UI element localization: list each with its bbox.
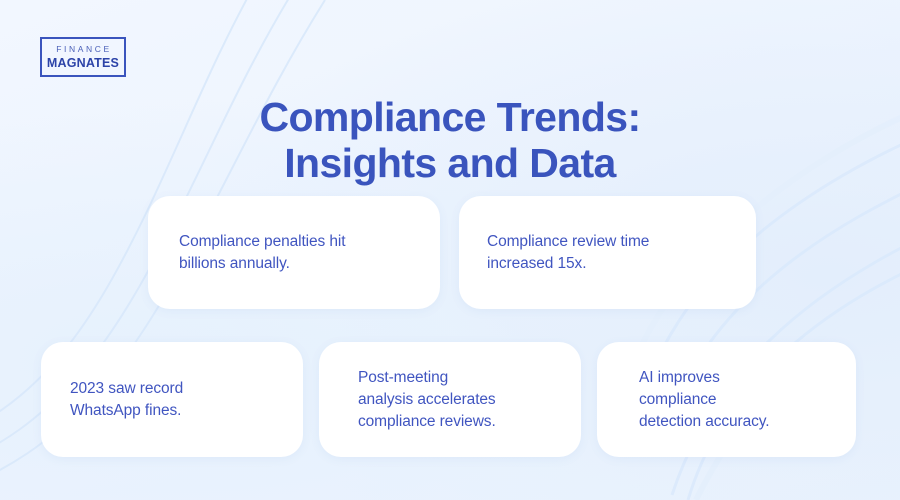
insight-card-line-2: analysis accelerates [358,390,496,408]
insight-card-whatsapp-fines: 2023 saw record WhatsApp fines. [41,342,303,457]
insight-card-line-2: compliance [639,390,717,408]
page-title-line-1: Compliance Trends: [259,94,641,141]
insight-card-text: Compliance penalties hit billions annual… [179,231,346,275]
insight-card-line-3: detection accuracy. [639,412,770,430]
insight-card-line-1: 2023 saw record [70,379,184,397]
logo-line-finance: FINANCE [56,43,112,54]
insight-card-text: AI improves compliance detection accurac… [639,367,770,433]
insight-card-compliance-penalties: Compliance penalties hit billions annual… [148,196,440,309]
insight-card-line-2: billions annually. [179,254,290,272]
insight-card-line-1: AI improves [639,368,720,386]
insight-card-line-3: compliance reviews. [358,412,496,430]
insight-card-line-1: Post-meeting [358,368,449,386]
finance-magnates-logo: FINANCE MAGNATES [40,37,126,77]
insight-card-post-meeting-analysis: Post-meeting analysis accelerates compli… [319,342,581,457]
insight-card-line-1: Compliance penalties hit [179,232,346,250]
page-title: Compliance Trends: Insights and Data [0,95,900,187]
page-title-line-2: Insights and Data [284,140,616,187]
insight-card-text: Post-meeting analysis accelerates compli… [358,367,496,433]
insight-card-line-2: increased 15x. [487,254,587,272]
insight-card-text: 2023 saw record WhatsApp fines. [70,378,183,422]
insight-card-line-1: Compliance review time [487,232,650,250]
logo-line-magnates: MAGNATES [46,56,120,70]
insight-card-line-2: WhatsApp fines. [70,401,182,419]
insight-card-ai-detection: AI improves compliance detection accurac… [597,342,856,457]
insight-card-review-time: Compliance review time increased 15x. [459,196,756,309]
insight-card-text: Compliance review time increased 15x. [487,231,649,275]
